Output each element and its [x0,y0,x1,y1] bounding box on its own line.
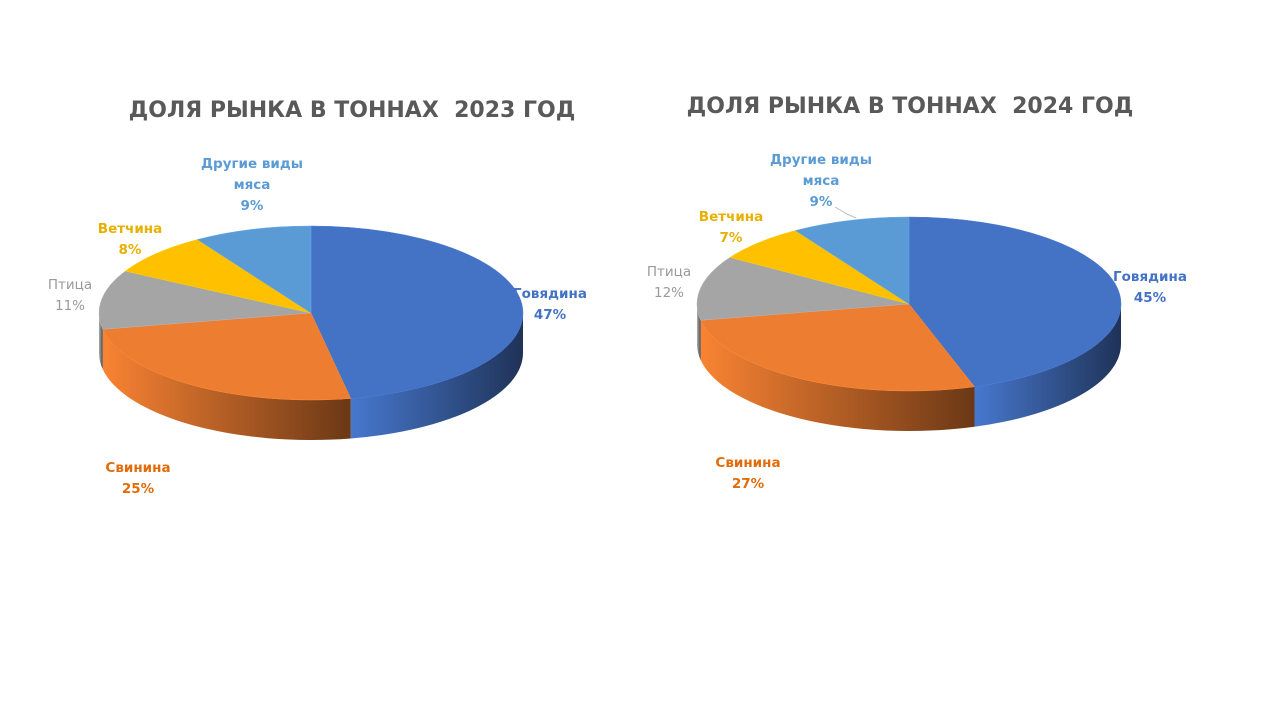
pie-labels: Говядина 45% Свинина 27% Птица 12% Ветчина 7% Др… [647,152,1187,492]
slice-value-label-1: 45% [1134,290,1167,306]
slice-value-label-5: 9% [810,194,833,210]
pie-side-1 [974,304,1121,427]
pie-side-2 [700,320,975,431]
slice-value-label-1: 47% [534,307,567,323]
pie-chart-2024: ДОЛЯ РЫНКА В ТОННАХ 2024 ГОД Говядина 45%… [640,0,1280,720]
slice-value-label-2: 25% [122,481,155,497]
slice-name-label-4: Ветчина [699,209,763,225]
pie-side-3 [99,313,103,370]
pie-slice-5 [794,216,910,305]
pie-side-2 [102,329,351,440]
pie-slice-5 [196,225,312,314]
pie-side-3 [697,304,701,361]
pie-top [696,216,1122,392]
slice-value-label-3: 12% [654,285,684,301]
slice-value-label-3: 11% [55,298,85,314]
slice-name-label-5: Другие виды [201,156,303,172]
pie-slice-4 [124,239,312,314]
slice-name-label-1: Говядина [1113,269,1187,285]
pie-slice-1 [310,225,524,399]
chart-title-2023: ДОЛЯ РЫНКА В ТОННАХ 2023 ГОД [128,98,576,123]
pie-top [98,225,524,401]
pie-slice-2 [102,312,352,401]
slice-value-label-5: 9% [241,198,264,214]
slice-value-label-4: 8% [119,242,142,258]
pie-side-walls [99,313,523,440]
slice-name-label-3: Птица [48,277,92,293]
leader-line [834,206,857,219]
slice-name-label-1: Говядина [513,286,587,302]
slice-name-label-4: Ветчина [98,221,162,237]
slice-name-label-5: Другие виды [770,152,872,168]
slice-value-label-4: 7% [720,230,743,246]
pie-slice-3 [696,257,910,321]
pie-slice-2 [700,303,975,392]
chart-title-2024: ДОЛЯ РЫНКА В ТОННАХ 2024 ГОД [686,94,1134,119]
pie-side-walls [697,304,1121,431]
pie-slice-1 [908,216,1122,388]
slice-name-label-2: Свинина [105,460,170,476]
pie-side-1 [350,313,523,439]
pie-slice-3 [98,270,312,330]
pie-2024-svg: Говядина 45% Свинина 27% Птица 12% Ветчина 7% Др… [647,152,1187,492]
pie-chart-2023: ДОЛЯ РЫНКА В ТОННАХ 2023 ГОД Говядина 47%… [48,98,587,497]
slice-value-label-2: 27% [732,476,765,492]
pie-labels: Говядина 47% Свинина 25% Птица 11% Ветчина 8% Др… [48,156,587,497]
pie-2023-svg: Говядина 47% Свинина 25% Птица 11% Ветчина 8% Др… [48,156,587,497]
slice-name-label-5: мяса [803,173,840,189]
slice-name-label-2: Свинина [715,455,780,471]
slice-name-label-5: мяса [234,177,271,193]
slice-name-label-3: Птица [647,264,691,280]
